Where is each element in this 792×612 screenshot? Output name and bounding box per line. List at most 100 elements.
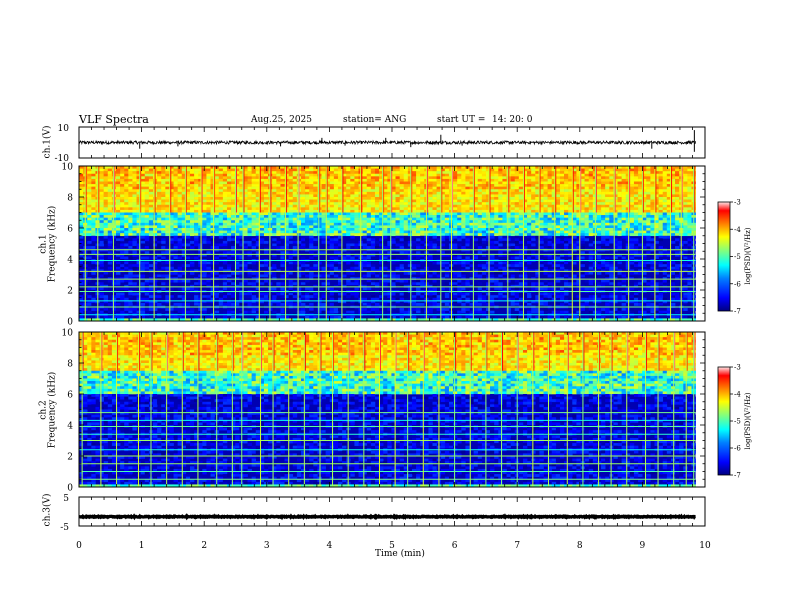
spectrogram-cell [99, 243, 104, 247]
spectrogram-cell [214, 277, 220, 280]
spectrogram-cell [337, 222, 343, 226]
spectrogram-cell [222, 181, 228, 185]
spectrogram-cell [490, 266, 495, 270]
spectrogram-cell [214, 230, 220, 234]
spectrogram-cell [461, 197, 466, 200]
spectrogram-cell [428, 199, 433, 203]
spectrogram-cell [214, 171, 220, 175]
spectrogram-cell [91, 194, 96, 198]
spectrogram-cell [263, 251, 269, 255]
spectrogram-cell [313, 197, 318, 200]
spectrogram-cell [457, 176, 462, 180]
spectrogram-cell [366, 279, 372, 283]
spectrogram-cell [107, 253, 113, 257]
spectrogram-cell [185, 295, 191, 299]
spectrogram-cell [181, 184, 187, 187]
spectrogram-cell [235, 222, 240, 226]
spectrogram-cell [206, 302, 211, 306]
spectrogram-cell [247, 282, 252, 286]
spectrogram-cell [498, 197, 503, 200]
spectrogram-cell [128, 251, 133, 255]
spectrogram-cell [432, 209, 437, 213]
spectrogram-cell [288, 194, 294, 198]
spectrogram-cell [453, 184, 458, 187]
spectrogram-cell [259, 217, 265, 221]
spectrogram-cell [457, 204, 462, 208]
spectrogram-cell [185, 217, 191, 221]
spectrogram-cell [403, 189, 409, 193]
spectrogram-cell [107, 184, 113, 187]
spectrogram-cell [498, 220, 503, 224]
spectrogram-cell [103, 186, 109, 190]
spectrogram-cell [198, 284, 203, 288]
spectrogram-cell [124, 235, 129, 239]
spectrogram-cell [177, 222, 183, 226]
spectrogram-cell [403, 235, 409, 239]
spectrogram-cell [473, 271, 479, 275]
spectrogram-cell [218, 204, 224, 208]
spectrogram-cell [317, 318, 322, 322]
spectrogram-cell [416, 243, 421, 247]
spectrogram-cell [116, 315, 121, 319]
spectrogram-cell [485, 292, 491, 296]
spectrogram-cell [366, 220, 372, 224]
spectrogram-cell [444, 217, 450, 221]
spectrogram-cell [403, 199, 409, 203]
spectrogram-cell [313, 240, 318, 244]
spectrogram-cell [148, 217, 154, 221]
spectrogram-cell [103, 308, 109, 311]
spectrogram-cell [259, 225, 265, 229]
spectrogram-cell [465, 279, 470, 283]
spectrogram-cell [420, 178, 425, 182]
spectrogram-cell [292, 235, 298, 239]
spectrogram-cell [292, 228, 298, 231]
spectrogram-cell [313, 253, 318, 257]
spectrogram-cell [280, 181, 285, 185]
spectrogram-cell [214, 295, 220, 299]
spectrogram-cell [346, 204, 351, 208]
spectrogram-cell [140, 243, 146, 247]
spectrogram-cell [305, 171, 310, 175]
spectrogram-cell [391, 282, 396, 286]
spectrogram-cell [313, 230, 318, 234]
spectrogram-cell [198, 246, 203, 249]
spectrogram-cell [263, 271, 269, 275]
spectrogram-cell [346, 253, 351, 257]
spectrogram-cell [128, 300, 133, 304]
spectrogram-cell [461, 310, 466, 314]
spectrogram-cell [490, 240, 495, 244]
spectrogram-cell [333, 230, 339, 234]
spectrogram-cell [350, 209, 355, 213]
spectrogram-cell [239, 271, 244, 275]
spectrogram-cell [116, 173, 121, 177]
spectrogram-cell [169, 287, 174, 291]
spectrogram-cell [210, 228, 215, 231]
spectrogram-cell [379, 243, 384, 247]
spectrogram-cell [300, 246, 306, 249]
spectrogram-cell [350, 202, 355, 206]
spectrogram-cell [124, 264, 129, 268]
spectrogram-cell [272, 176, 277, 180]
spectrogram-cell [333, 240, 339, 244]
spectrogram-cell [255, 220, 261, 224]
spectrogram-cell [366, 222, 372, 226]
spectrogram-cell [490, 230, 495, 234]
spectrogram-cell [231, 292, 236, 296]
spectrogram-cell [490, 178, 495, 182]
spectrogram-cell [346, 225, 351, 229]
spectrogram-cell [494, 261, 499, 265]
spectrogram-cell [329, 176, 335, 180]
spectrogram-cell [362, 204, 368, 208]
spectrogram-cell [300, 230, 306, 234]
spectrogram-cell [453, 292, 458, 296]
spectrogram-cell [161, 292, 166, 296]
spectrogram-cell [432, 173, 437, 177]
spectrogram-cell [136, 271, 141, 275]
spectrogram-cell [226, 202, 232, 206]
spectrogram-cell [152, 287, 158, 291]
spectrogram-cell [202, 171, 207, 175]
spectrogram-cell [329, 215, 335, 218]
spectrogram-cell [284, 266, 289, 270]
spectrogram-cell [403, 279, 409, 283]
spectrogram-cell [165, 269, 170, 273]
